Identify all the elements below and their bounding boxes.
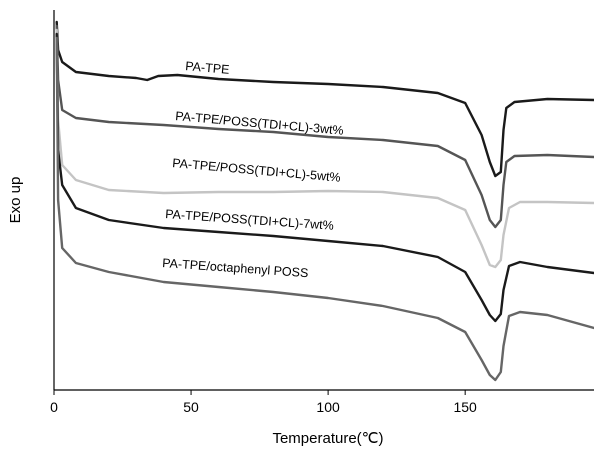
series-labels: PA-TPE PA-TPE/POSS(TDI+CL)-3wt% PA-TPE/POS… [162,59,344,280]
x-axis-title: Temperature(℃) [272,430,383,447]
series-label-1: PA-TPE [185,59,230,77]
series-line-5 [57,38,594,380]
series-label-3: PA-TPE/POSS(TDI+CL)-5wt% [172,156,341,185]
y-axis-title: Exo up [7,177,24,224]
axes: 0 50 100 150 [50,10,594,415]
x-tick-label: 50 [183,399,199,415]
x-tick-label: 150 [453,399,477,415]
series-layer [57,22,594,380]
series-line-1 [57,22,594,176]
x-tick-label: 0 [50,399,58,415]
x-tick-label: 100 [316,399,340,415]
series-label-2: PA-TPE/POSS(TDI+CL)-3wt% [175,109,344,138]
series-label-5: PA-TPE/octaphenyl POSS [162,256,309,280]
